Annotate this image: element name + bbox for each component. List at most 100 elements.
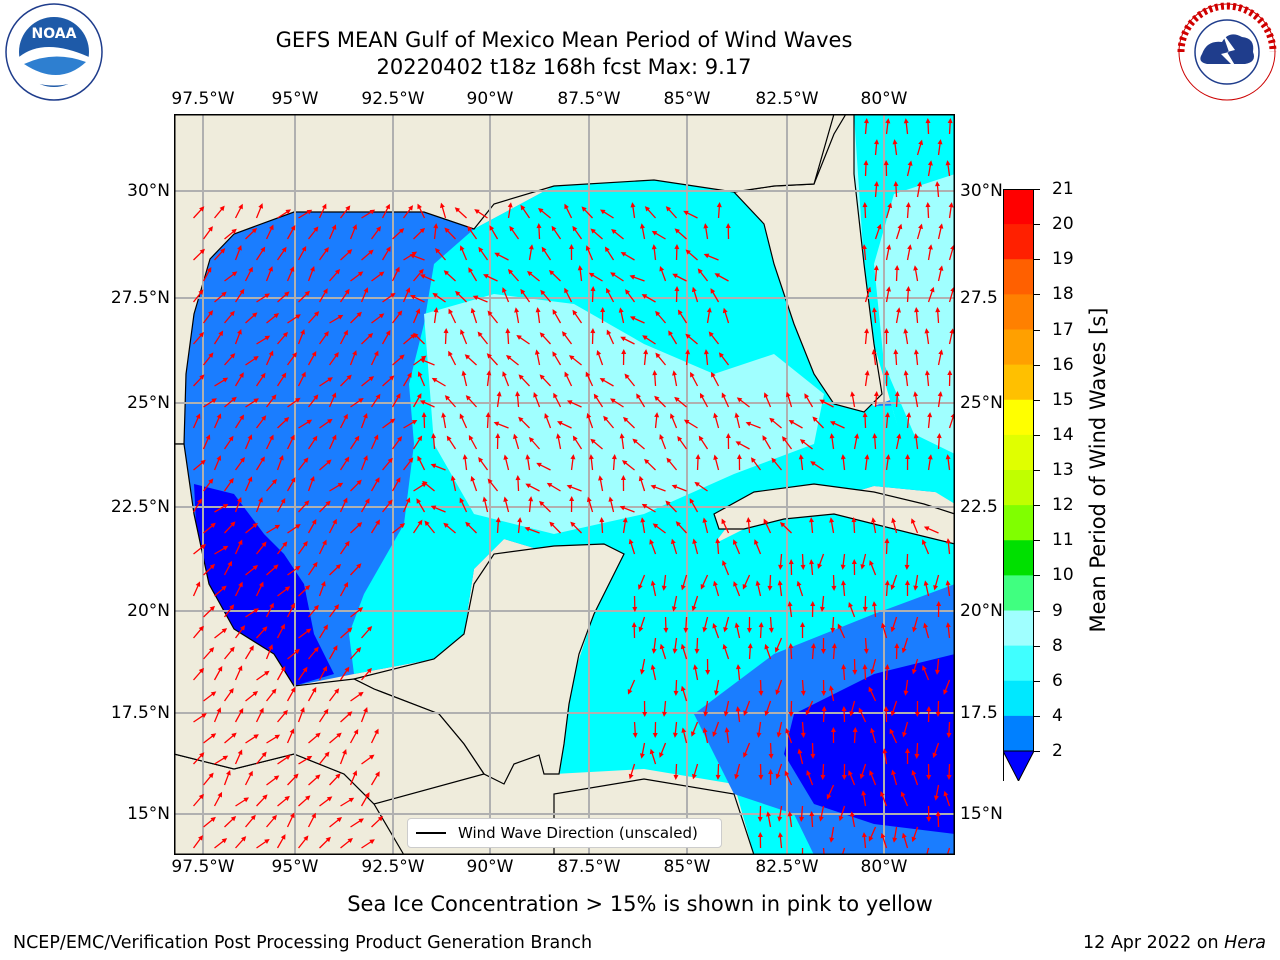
wind-arrow [913,391,919,408]
wind-arrow [654,412,660,429]
wind-arrow [840,454,846,471]
wind-arrow [329,604,340,618]
wind-arrow [871,349,877,366]
wind-arrow [880,832,888,849]
wind-arrow [796,580,804,597]
wind-arrow [361,376,375,387]
wind-arrow [838,805,846,822]
wind-arrow [193,752,205,765]
wind-arrow [339,540,350,555]
wind-arrow [906,160,913,177]
wind-arrow [640,517,646,534]
wind-arrow [235,625,246,639]
wind-arrow [503,496,510,513]
wind-arrow [782,436,793,450]
wind-arrow [694,481,708,492]
wind-arrow [245,565,259,576]
wind-arrow [402,497,411,513]
colorbar-tick: 14 [1052,424,1074,445]
wind-arrow [224,521,236,534]
us-coast-land [174,114,835,445]
colorbar-tick: 8 [1052,635,1063,656]
wind-arrow [603,415,615,429]
wind-arrow [503,454,510,471]
wind-arrow [256,626,268,639]
wind-arrow [655,352,667,366]
wind-arrow [361,667,372,681]
wind-arrow [213,665,223,681]
wind-arrow [851,559,857,576]
wind-arrow [470,307,478,324]
wind-arrow [916,139,924,156]
colorbar-segment [1003,680,1034,717]
wind-arrow [546,482,561,492]
wind-arrow [936,601,942,618]
wind-arrow [403,205,414,219]
map-title: GEFS MEAN Gulf of Mexico Mean Period of … [275,28,853,52]
wind-arrow [644,206,657,219]
wind-arrow [328,434,337,450]
wind-arrow [903,118,909,135]
wind-arrow [927,412,933,429]
wind-arrow [906,412,912,429]
wind-arrow [734,412,741,429]
wind-arrow [891,769,898,786]
wind-arrow [628,763,636,780]
wind-arrow [431,377,446,387]
colorbar-tick: 20 [1052,214,1074,235]
wind-arrow [841,664,847,681]
wind-arrow [265,602,274,618]
wind-arrow [935,307,941,324]
wind-arrow [577,265,583,282]
wind-arrow [911,826,919,843]
wind-arrow [585,245,594,261]
wind-arrow [943,790,951,807]
wind-arrow [884,664,890,681]
wind-arrow [638,475,646,492]
wind-arrow [307,687,317,702]
wind-arrow [830,727,836,744]
wind-arrow [409,253,425,261]
lat-tick-left: 25°N [127,393,170,413]
wind-arrow [762,435,772,450]
wind-arrow [265,266,273,282]
wind-arrow [507,202,513,219]
wind-arrow [286,687,296,702]
wind-arrow [757,805,763,822]
wind-arrow [297,329,305,345]
colorbar-tick-mark [1034,470,1040,471]
wind-arrow [661,700,667,717]
lat-tick-right: 30°N [960,181,1003,201]
wind-arrow [703,253,719,261]
wind-arrow [638,616,646,633]
wind-arrow [224,396,237,408]
wind-arrow [702,517,709,534]
wind-arrow [371,816,384,828]
wind-arrow [193,713,207,723]
wind-arrow [193,835,204,849]
wind-arrow [245,814,256,828]
colorbar-tick-mark [1034,680,1040,682]
wind-arrow [339,581,349,597]
wind-arrow [758,622,764,639]
wind-arrow [642,335,656,345]
wind-arrow [193,248,205,261]
wind-arrow [202,267,212,282]
noaa-logo: NOAA [4,2,104,102]
wind-arrow [518,416,530,429]
wind-arrow [810,643,816,660]
wind-arrow [370,350,379,366]
wind-arrow [487,310,499,324]
wind-arrow [308,394,319,408]
wind-arrow [743,700,751,716]
wind-arrow [874,223,882,240]
wind-arrow [307,350,317,366]
wind-arrow [890,700,898,717]
wind-arrow [621,460,635,471]
wind-arrow [750,457,762,471]
wind-arrow [493,421,509,429]
wind-arrow [566,400,582,408]
wind-arrow [403,457,414,471]
wind-arrow [916,181,922,198]
wind-arrow [881,622,888,639]
